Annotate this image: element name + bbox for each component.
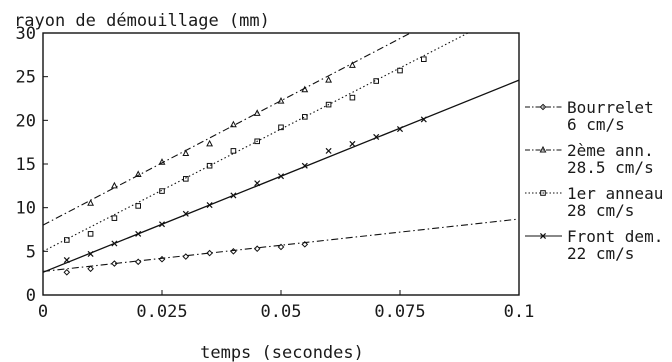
data-point-2eme-anneau (110, 181, 118, 189)
legend-item-2eme-anneau: 2ème ann.28.5 cm/s (525, 141, 654, 177)
data-point-1er-anneau (421, 56, 427, 63)
legend-speed-bourrelet: 6 cm/s (567, 115, 625, 134)
data-point-2eme-anneau (253, 109, 261, 116)
data-point-bourrelet (111, 260, 118, 267)
data-point-1er-anneau (278, 124, 284, 131)
data-point-bourrelet (182, 253, 190, 260)
legend-speed-front-dem: 22 cm/s (567, 244, 634, 263)
data-point-2eme-anneau (229, 120, 237, 128)
fit-lines (43, 33, 519, 273)
axis-ticks: 0 0.025 0.05 0.075 0.1 0 5 10 15 20 25 30 (16, 24, 535, 322)
data-point-1er-anneau (183, 176, 189, 182)
fit-line-1er-anneau (43, 33, 470, 252)
data-point-front-dem (63, 257, 70, 264)
data-point-bourrelet (63, 268, 71, 276)
data-point-2eme-anneau (158, 158, 166, 165)
data-point-front-dem (135, 230, 142, 237)
fit-line-2eme-anneau (43, 33, 412, 226)
legend-label-1er-anneau: 1er anneau (567, 184, 663, 203)
y-tick-label: 5 (26, 242, 36, 262)
legend-speed-2eme-anneau: 28.5 cm/s (567, 158, 654, 177)
y-tick-label: 25 (16, 68, 36, 88)
legend-label-2eme-anneau: 2ème ann. (567, 141, 654, 160)
data-point-1er-anneau (135, 203, 141, 209)
data-point-1er-anneau (373, 78, 379, 84)
data-point-bourrelet (87, 265, 94, 273)
data-point-2eme-anneau (301, 85, 309, 93)
data-point-1er-anneau (254, 138, 260, 145)
data-point-1er-anneau (302, 114, 308, 120)
data-point-front-dem (396, 126, 404, 133)
x-tick-label: 0.05 (261, 302, 302, 322)
data-point-2eme-anneau (182, 149, 190, 157)
x-tick-label: 0.1 (504, 302, 535, 322)
data-point-2eme-anneau (325, 76, 333, 83)
x-tick-label: 0.075 (374, 302, 425, 322)
data-point-1er-anneau (111, 215, 118, 221)
legend-marker-2eme-anneau (539, 145, 547, 153)
data-point-front-dem (420, 116, 427, 123)
data-point-bourrelet (277, 243, 285, 251)
data-point-front-dem (87, 250, 94, 257)
legend-marker-front-dem (539, 232, 547, 240)
data-point-1er-anneau (159, 188, 165, 194)
data-point-bourrelet (206, 249, 213, 257)
y-tick-label: 30 (16, 24, 36, 44)
y-tick-label: 10 (16, 199, 36, 219)
data-point-2eme-anneau (277, 97, 285, 104)
data-point-2eme-anneau (206, 139, 214, 147)
data-point-1er-anneau (349, 94, 356, 101)
legend-label-bourrelet: Bourrelet (567, 98, 654, 117)
y-tick-label: 20 (16, 111, 36, 131)
data-point-front-dem (158, 221, 166, 228)
data-point-front-dem (325, 147, 332, 154)
data-markers (63, 56, 427, 276)
y-axis-title: rayon de démouillage (mm) (14, 11, 270, 31)
data-point-2eme-anneau (348, 61, 356, 68)
data-point-2eme-anneau (87, 199, 95, 206)
legend-speed-1er-anneau: 28 cm/s (567, 201, 634, 220)
data-point-bourrelet (158, 255, 166, 263)
y-tick-label: 0 (26, 286, 36, 306)
data-point-1er-anneau (325, 101, 332, 108)
x-tick-label: 0.025 (136, 302, 187, 322)
data-point-front-dem (111, 240, 118, 247)
data-point-front-dem (349, 140, 356, 147)
data-point-bourrelet (253, 245, 261, 253)
data-point-front-dem (206, 202, 213, 209)
data-point-bourrelet (230, 248, 237, 255)
data-point-bourrelet (301, 241, 309, 248)
data-point-front-dem (230, 192, 237, 199)
legend-label-front-dem: Front dem. (567, 227, 663, 246)
fit-line-bourrelet (43, 218, 519, 272)
data-point-1er-anneau (87, 231, 94, 237)
data-point-1er-anneau (230, 148, 237, 154)
x-axis-title: temps (secondes) (200, 343, 364, 362)
x-tick-label: 0 (38, 302, 48, 322)
data-point-front-dem (301, 162, 308, 169)
data-point-front-dem (254, 180, 261, 187)
plot-frame (42, 32, 520, 296)
data-point-1er-anneau (64, 237, 70, 243)
data-point-1er-anneau (206, 162, 213, 169)
y-tick-label: 15 (16, 155, 36, 175)
legend-marker-1er-anneau (540, 190, 546, 196)
data-point-bourrelet (134, 258, 142, 266)
data-point-front-dem (373, 133, 380, 140)
legend-marker-bourrelet (539, 103, 547, 111)
data-point-2eme-anneau (134, 170, 142, 177)
data-point-1er-anneau (397, 67, 403, 74)
data-point-front-dem (277, 173, 285, 180)
data-point-front-dem (182, 210, 189, 217)
legend-item-front-dem: Front dem.22 cm/s (525, 227, 663, 263)
